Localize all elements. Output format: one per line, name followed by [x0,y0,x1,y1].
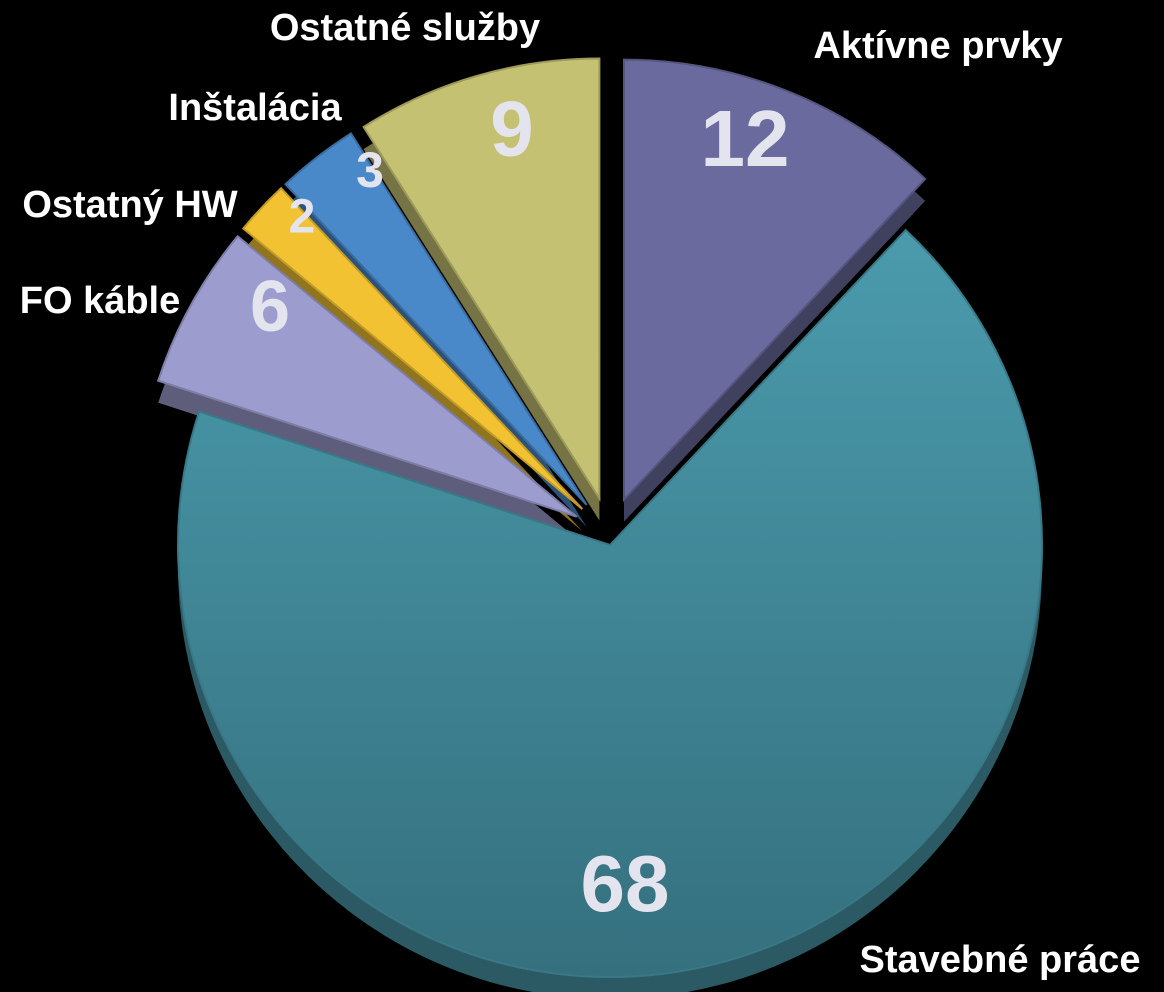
slice [622,58,927,503]
value-label: 68 [581,839,670,928]
slice [241,186,584,510]
slice [284,132,588,506]
value-label: 9 [490,85,533,173]
value-label: 3 [356,142,384,198]
pie [156,57,1043,978]
slice [177,228,1043,978]
slice [362,57,601,502]
value-label: 12 [701,94,790,183]
value-label: 2 [289,191,316,244]
category-label: Ostatný HW [22,184,237,226]
category-label: Aktívne prvky [813,25,1062,67]
value-label: 6 [250,267,290,347]
slice [156,234,578,518]
category-label: Stavebné práce [860,939,1141,981]
category-label: Ostatné služby [270,7,540,49]
category-label: Inštalácia [168,87,342,129]
labels: 12 Aktívne prvky 68 Stavebné práce 6 FO káble… [20,7,1141,981]
category-label: FO káble [20,280,181,322]
